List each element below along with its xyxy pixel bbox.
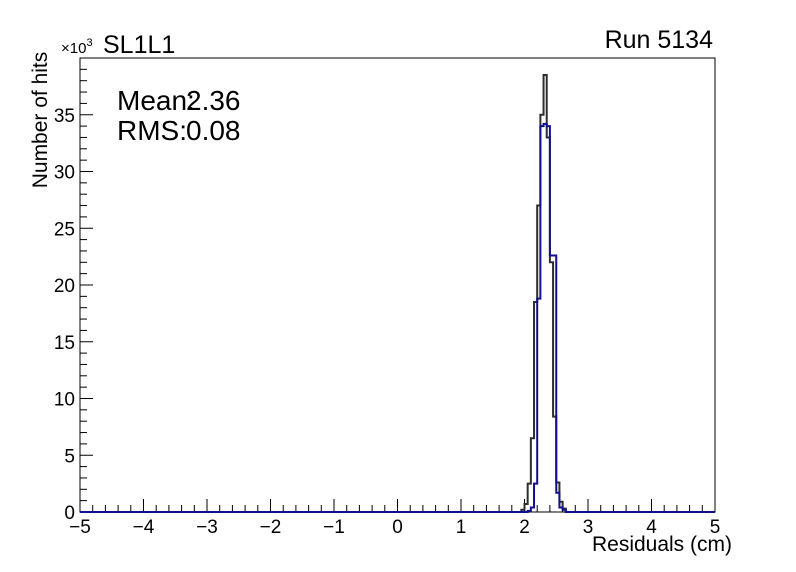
y-tick-label: 20: [54, 276, 75, 297]
x-tick-label: −4: [133, 517, 155, 538]
y-axis-tick-labels: 0 5 10 15 20 25 30 35: [54, 106, 75, 524]
x-tick-label: −3: [196, 517, 218, 538]
run-label: Run 5134: [605, 26, 714, 54]
x-tick-label: 4: [646, 517, 657, 538]
x-tick-label: −2: [260, 517, 282, 538]
y-axis-minor-ticks: [80, 68, 87, 502]
x-tick-label: −1: [323, 517, 345, 538]
stats-rms-label: RMS:: [117, 115, 187, 146]
x-axis-title: Residuals (cm): [592, 533, 732, 556]
x-tick-label: −5: [69, 517, 91, 538]
x-tick-label: 5: [710, 517, 721, 538]
plot-title: SL1L1: [103, 31, 175, 59]
stats-rms-value: 0.08: [186, 115, 241, 146]
histogram-blue: [80, 122, 715, 513]
y-tick-label: 10: [54, 390, 75, 411]
y-tick-label: 0: [64, 503, 75, 524]
x-tick-label: 2: [519, 517, 530, 538]
x-tick-label: 0: [392, 517, 403, 538]
x-tick-label: 1: [456, 517, 467, 538]
stats-mean-value: 2.36: [186, 85, 241, 116]
y-axis-major-ticks: [80, 57, 93, 513]
histogram-series: [80, 74, 715, 513]
multiplier-base: ×10: [61, 40, 86, 57]
stats-mean-label: Mean:: [117, 85, 195, 116]
x-tick-label: 3: [583, 517, 594, 538]
multiplier-exponent: 3: [86, 37, 92, 49]
x-axis-tick-labels: −5 −4 −3 −2 −1 0 1 2 3 4 5: [69, 517, 720, 538]
y-tick-label: 5: [64, 446, 75, 467]
y-tick-label: 15: [54, 333, 75, 354]
y-tick-label: 35: [54, 106, 75, 127]
y-tick-label: 25: [54, 219, 75, 240]
x-axis-major-ticks: [79, 499, 716, 512]
y-axis-multiplier: ×103: [61, 37, 93, 57]
y-axis-title: Number of hits: [29, 52, 52, 189]
x-axis-minor-ticks: [92, 505, 703, 512]
y-tick-label: 30: [54, 163, 75, 184]
